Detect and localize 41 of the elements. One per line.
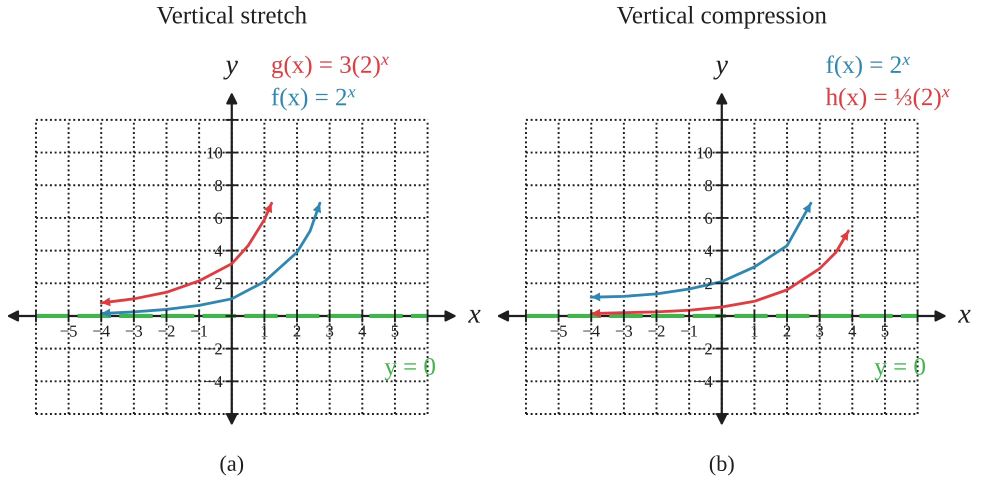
x-tick-label: −4 (93, 326, 110, 337)
x-tick-label: −3 (126, 326, 142, 337)
y-tick-label: 8 (705, 180, 712, 192)
y-axis-title: y (223, 60, 238, 80)
y-tick-label: 10 (208, 147, 222, 159)
x-tick-label: −2 (158, 326, 174, 337)
y-tick-label: 4 (704, 245, 712, 256)
x-tick-label: −5 (60, 326, 77, 337)
x-tick-label: −3 (616, 326, 632, 337)
y-tick-label: 4 (214, 245, 222, 256)
text: g(x) = 3(2)$^{x}$ (272, 55, 389, 78)
ref-line-label: y = 0 (874, 358, 925, 380)
x-tick-label: −1 (681, 326, 698, 337)
x-tick-label: −4 (583, 326, 600, 337)
y-tick-label: −4 (696, 376, 712, 388)
chart-title: Vertical stretch (156, 6, 307, 24)
y-tick-label: 10 (698, 147, 712, 159)
ref-line-label: y = 0 (384, 358, 435, 380)
x-tick-label: 5 (882, 326, 888, 337)
x-tick-label: −2 (648, 326, 664, 337)
chart-title: Vertical compression (616, 6, 827, 29)
y-tick-label: 6 (215, 212, 222, 224)
x-tick-label: −5 (550, 326, 567, 337)
y-tick-label: 2 (215, 278, 222, 290)
x-tick-label: 2 (294, 326, 300, 337)
text: (a) (220, 455, 244, 476)
y-tick-label: 8 (215, 180, 222, 192)
text: f(x) = 2$^{x}$ (826, 55, 910, 78)
x-tick-label: 2 (784, 326, 790, 337)
text: f(x) = 2$^{x}$ (272, 88, 356, 111)
y-tick-label: 6 (705, 212, 712, 224)
x-tick-label: 5 (392, 326, 398, 337)
x-tick-label: 3 (816, 326, 824, 337)
x-axis-title: x (958, 310, 971, 323)
x-tick-label: −1 (191, 326, 207, 337)
text: (b) (710, 455, 734, 476)
y-axis-title: y (713, 60, 728, 80)
x-tick-label: 3 (326, 326, 334, 337)
text: h(x) = ⅓(2)$^{x}$ (826, 88, 950, 110)
y-tick-label: −4 (206, 376, 222, 388)
x-axis-title: x (468, 310, 481, 323)
